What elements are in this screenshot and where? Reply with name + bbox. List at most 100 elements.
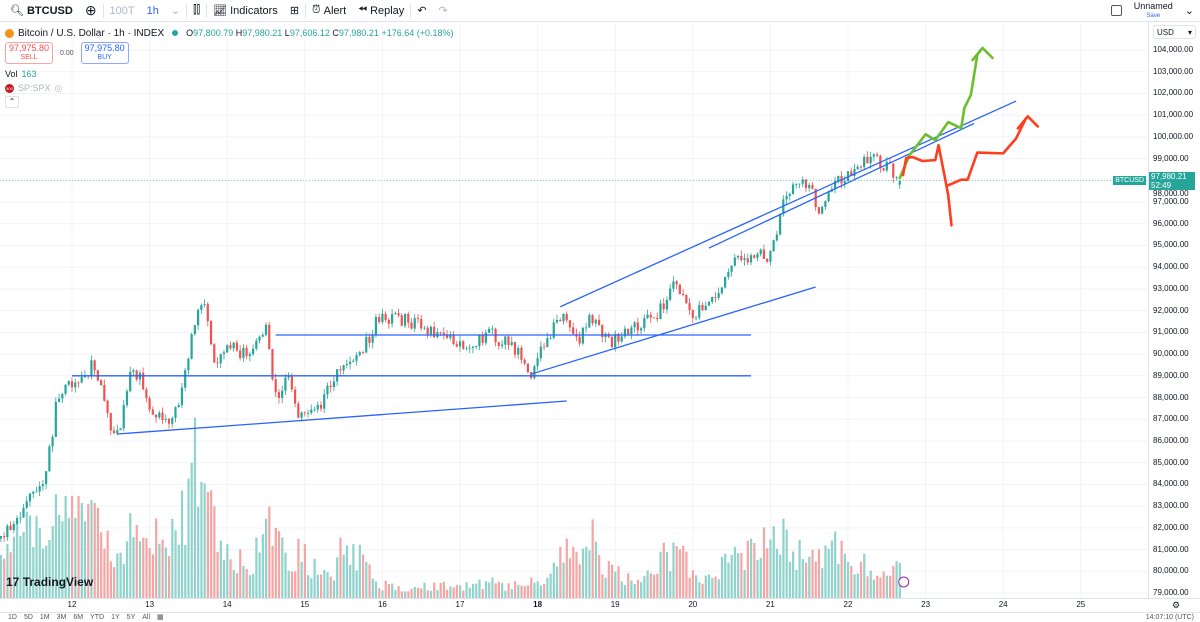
compare-button[interactable]: ⊕ [79,0,103,22]
volume-bar [22,532,25,598]
range-button-1y[interactable]: 1Y [111,614,120,621]
eye-hidden-icon[interactable]: ◎ [54,82,63,93]
volume-bar [539,585,543,598]
candle-body [261,334,264,337]
range-button-6m[interactable]: 6M [73,614,84,621]
price-axis[interactable]: USD ▾ 79,000.00 80,000.00 81,000.00 82,000.0… [1148,22,1200,598]
candle-body [445,335,449,338]
candle-body [882,168,885,171]
range-button-5d[interactable]: 5D [23,614,33,621]
range-button-3m[interactable]: 3M [56,614,67,621]
recovery-scenario-drawing[interactable] [946,117,1028,187]
candle-body [197,309,200,326]
volume-bar [151,554,155,598]
candle-body [374,317,378,336]
volume-bar [433,582,436,598]
volume-bar [193,417,197,598]
volume-bar [71,496,74,598]
candle-body [442,332,445,336]
ticks-interval-button[interactable]: 100T [109,4,135,17]
price-chart[interactable] [0,22,1200,598]
time-tick: 15 [300,600,310,609]
volume-legend[interactable]: Vol 163 [5,69,37,79]
alert-label: Alert [323,4,347,17]
volume-bar [701,583,704,598]
price-tick: 99,000.00 [1153,153,1189,163]
candle-body [339,369,342,371]
layout-menu-button[interactable]: ⌄ [1179,0,1200,22]
volume-bar [138,541,142,598]
compare-legend[interactable]: 500 SP:SPX ◎ [5,82,63,93]
time-axis[interactable]: 12 13 14 15 16 17 18 19 20 21 22 23 24 25 ⚙ [0,598,1200,612]
buy-button[interactable]: 97,975.80 BUY [80,42,129,64]
volume-bar [526,585,530,598]
volume-bar [640,582,643,598]
trendline[interactable] [559,100,1017,308]
layout-name-button[interactable]: Unnamed Save [1128,0,1179,22]
candle-body [468,347,471,349]
volume-bar [704,575,707,598]
bullish-scenario-drawing[interactable] [898,48,982,180]
volume-bar [190,462,193,598]
tradingview-logo[interactable]: 17 TradingView [6,575,94,589]
collapse-legend-button[interactable]: ⌃ [5,96,19,108]
volume-bar [203,483,206,598]
range-button-1d[interactable]: 1D [8,614,17,621]
price-tick: 87,000.00 [1153,414,1189,424]
volume-bar [885,575,888,598]
calendar-icon[interactable]: ▦ [157,614,164,621]
lightning-icon[interactable] [898,576,910,588]
candle-body [116,430,119,434]
volume-bar [623,585,627,598]
currency-select[interactable]: USD ▾ [1153,25,1196,39]
alert-button[interactable]: ⏰︎ Alert [306,0,352,22]
volume-bar [497,581,500,598]
sell-button[interactable]: 97,975.80 SELL [5,42,53,64]
volume-bar [662,542,665,598]
volume-bar [116,553,119,598]
volume-bar [730,554,733,598]
trendline[interactable] [117,400,567,435]
chart-type-button[interactable]: ⫿⫿ [187,0,206,22]
fullscreen-button[interactable] [1105,0,1128,22]
utc-clock[interactable]: 14:07:10 (UTC) [1145,614,1194,621]
volume-bar [876,575,879,598]
bearish-scenario-drawing[interactable] [901,143,953,227]
candle-body [481,334,484,343]
trendline[interactable] [530,286,816,375]
range-button-1m[interactable]: 1M [39,614,50,621]
range-button-all[interactable]: All [142,614,151,621]
undo-button[interactable]: ↶ [411,0,432,22]
candle-body [542,346,546,348]
save-link[interactable]: Save [1146,13,1161,19]
replay-button[interactable]: ⏪︎ Replay [352,0,410,22]
volume-bar [882,571,885,598]
volume-bar [300,561,303,598]
candle-body [785,195,788,200]
volume-bar [232,569,235,598]
range-button-5y[interactable]: 5Y [126,614,136,621]
volume-bar [743,570,746,598]
interval-1h-button[interactable]: 1h [146,4,159,17]
interval-dropdown[interactable]: ⌄ [165,0,186,22]
candle-body [122,405,125,429]
volume-bar [64,495,67,598]
volume-bar [235,573,239,598]
layouts-button[interactable]: ⊞ [284,0,305,22]
redo-button[interactable]: ↷ [433,0,454,22]
symbol-search[interactable]: 🔍︎ BTCUSD [4,0,79,22]
candle-body [106,400,109,414]
indicators-button[interactable]: 📈︎ Indicators [207,0,284,22]
volume-bar [368,564,371,598]
indicators-icon: 📈︎ [213,5,228,17]
range-button-ytd[interactable]: YTD [90,614,105,621]
volume-bar [436,590,439,598]
candle-body [678,284,681,294]
volume-bar [850,565,853,598]
volume-bar [326,572,329,598]
trendline[interactable] [708,122,975,249]
axis-settings-icon[interactable]: ⚙ [1172,600,1181,610]
candle-body [530,372,533,378]
candle-body [597,319,601,326]
volume-bar [122,564,125,598]
